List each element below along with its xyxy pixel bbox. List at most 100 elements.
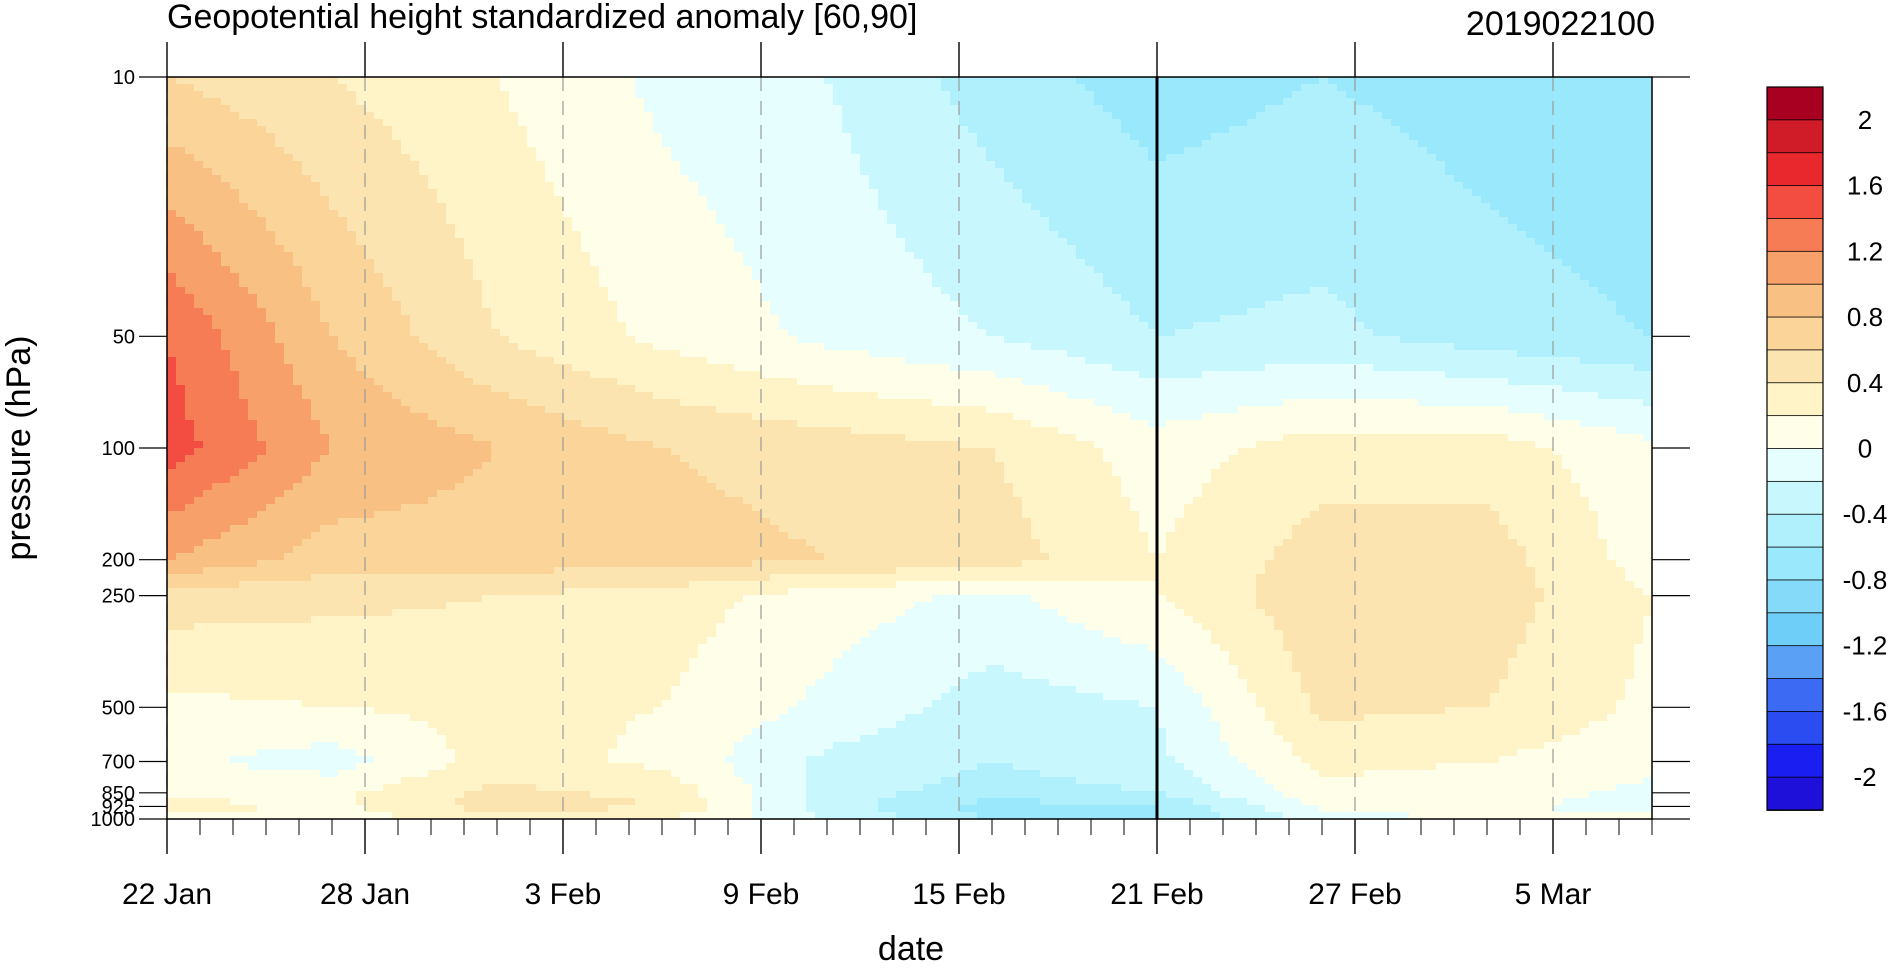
field-cell [581,105,591,113]
field-cell [941,245,951,253]
field-cell [734,203,744,211]
field-cell [338,189,348,197]
field-cell [1121,112,1131,120]
field-cell [248,105,258,113]
field-cell [1589,140,1599,148]
field-cell [1580,98,1590,106]
field-cell [770,266,780,274]
field-cell [1058,126,1068,134]
field-cell [266,154,276,162]
field-cell [851,280,861,288]
field-cell [842,238,852,246]
field-cell [941,126,951,134]
field-cell [698,91,708,99]
field-cell [716,224,726,232]
field-cell [419,154,429,162]
field-cell [887,119,897,127]
field-cell [1310,231,1320,239]
field-cell [959,98,969,106]
field-cell [1265,175,1275,183]
field-cell [1427,238,1437,246]
field-cell [1157,245,1167,253]
field-cell [536,147,546,155]
field-cell [1517,238,1527,246]
field-cell [356,273,366,281]
field-cell [734,224,744,232]
field-cell [410,112,420,120]
field-cell [752,175,762,183]
field-cell [923,259,933,267]
field-cell [491,98,501,106]
field-cell [959,196,969,204]
field-cell [1202,154,1212,162]
field-cell [1607,189,1617,197]
field-cell [1220,203,1230,211]
field-cell [788,210,798,218]
field-cell [851,210,861,218]
field-cell [1319,238,1329,246]
field-cell [905,175,915,183]
field-cell [212,224,222,232]
field-cell [455,140,465,148]
field-cell [689,245,699,253]
field-cell [1148,126,1158,134]
field-cell [302,175,312,183]
field-cell [1544,175,1554,183]
field-cell [527,259,537,267]
field-cell [1022,266,1032,274]
field-cell [1265,161,1275,169]
field-cell [923,245,933,253]
field-cell [455,91,465,99]
field-cell [392,224,402,232]
field-cell [1013,175,1023,183]
field-cell [608,280,618,288]
field-cell [257,133,267,141]
field-cell [1130,266,1140,274]
field-cell [905,133,915,141]
field-cell [1598,210,1608,218]
field-cell [1355,91,1365,99]
field-cell [518,91,528,99]
field-cell [1130,105,1140,113]
field-cell [410,203,420,211]
field-cell [1463,182,1473,190]
field-cell [1607,168,1617,176]
field-cell [536,224,546,232]
field-cell [707,168,717,176]
field-cell [320,224,330,232]
field-cell [185,91,195,99]
field-cell [1148,217,1158,225]
field-cell [1031,91,1041,99]
field-cell [626,245,636,253]
field-cell [1643,273,1653,281]
field-cell [1400,252,1410,260]
field-cell [815,161,825,169]
field-cell [671,77,681,85]
field-cell [401,147,411,155]
field-cell [599,84,609,92]
field-cell [410,231,420,239]
field-cell [680,91,690,99]
field-cell [932,105,942,113]
field-cell [1274,203,1284,211]
field-cell [662,238,672,246]
field-cell [347,112,357,120]
field-cell [167,161,177,169]
field-cell [374,175,384,183]
field-cell [1355,189,1365,197]
field-cell [1319,133,1329,141]
field-cell [1211,133,1221,141]
field-cell [995,217,1005,225]
field-cell [464,189,474,197]
field-cell [1355,175,1365,183]
field-cell [1319,175,1329,183]
field-cell [365,77,375,85]
field-cell [842,161,852,169]
field-cell [1067,231,1077,239]
field-cell [1184,238,1194,246]
field-cell [1517,210,1527,218]
field-cell [1409,126,1419,134]
field-cell [302,140,312,148]
field-cell [455,238,465,246]
field-cell [716,91,726,99]
